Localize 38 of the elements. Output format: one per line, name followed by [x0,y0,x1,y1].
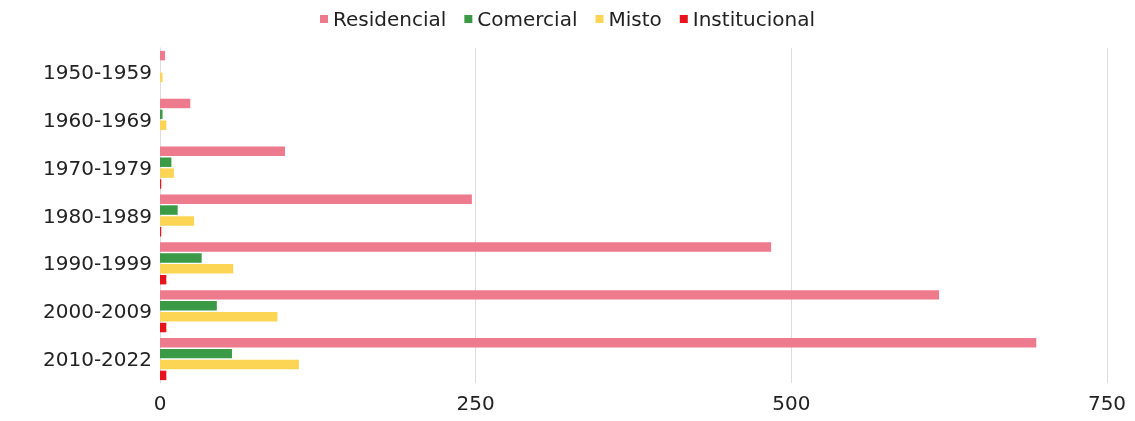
legend-label: Misto [608,7,662,31]
bar [160,348,232,359]
bar [160,301,217,311]
y-tick-label: 1950-1959 [42,59,152,84]
bar [160,120,167,130]
x-tick-label: 0 [153,391,167,415]
bar [160,264,234,274]
bar [160,242,772,252]
bar [160,359,299,370]
y-tick-label: 2010-2022 [42,347,152,372]
legend-label: Comercial [477,7,578,31]
bar [160,157,172,167]
legend-label: Residencial [333,7,447,31]
bar [160,311,278,322]
bar [160,274,167,285]
bar [160,290,940,300]
bar [160,322,167,333]
bar [160,50,166,61]
bar [160,370,167,381]
y-tick-label: 2000-2009 [42,299,152,324]
bar [160,338,1037,348]
y-tick-label: 1990-1999 [42,251,152,276]
x-tick-label: 250 [456,391,495,415]
x-tick-label: 750 [1087,391,1127,415]
x-tick-label: 500 [772,391,811,415]
bar [160,109,163,120]
bar [160,98,191,109]
y-tick-label: 1960-1969 [42,107,152,132]
y-tick-label: 1980-1989 [42,203,152,228]
bar [160,216,195,226]
bar [160,168,174,178]
bar [160,146,285,157]
bar [160,205,178,215]
bar [160,194,472,204]
bar [160,253,202,263]
bar [160,72,163,83]
y-tick-label: 1970-1979 [42,155,152,180]
legend-label: Institucional [692,7,815,31]
